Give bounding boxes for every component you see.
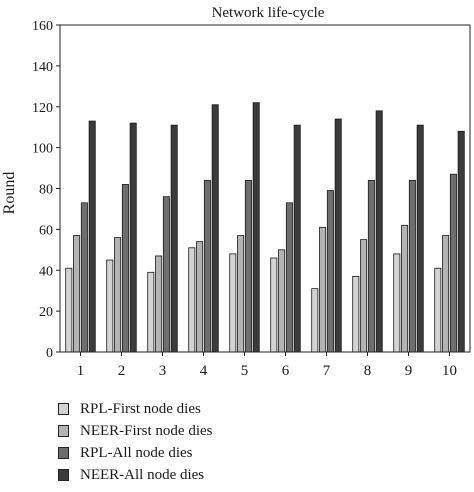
y-axis-label: Round [1,172,18,215]
x-tick-label: 4 [200,363,208,379]
legend-item: NEER-First node dies [58,420,213,442]
legend-swatch [58,447,69,459]
legend-swatch [58,403,69,415]
bar-2-8 [360,239,368,353]
y-tick-label: 80 [39,183,53,198]
bar-4-8 [375,110,383,353]
bar-1-1 [65,267,73,353]
legend-swatch [58,425,69,437]
bar-2-7 [319,226,327,353]
bar-3-6 [285,202,293,353]
y-tick-label: 60 [39,223,53,238]
bar-3-4 [203,179,211,353]
bar-3-2 [121,184,129,353]
bar-1-7 [311,288,319,353]
bar-2-9 [401,224,409,353]
legend-label: RPL-All node dies [80,444,193,461]
bar-4-4 [211,104,219,353]
bar-chart: Network life-cycle Round 020406080100120… [1,5,471,379]
y-tick-label: 160 [32,19,53,34]
bar-3-7 [326,190,334,353]
chart-title: Network life-cycle [212,5,325,21]
bar-3-8 [367,179,375,353]
bars [65,102,465,353]
bar-2-5 [237,235,245,353]
bar-1-3 [147,271,155,353]
bar-3-9 [408,179,416,353]
legend-item: RPL-First node dies [58,398,213,420]
legend-swatch [58,469,69,481]
axis-ticks: 0 20 40 60 80 100 120 140 160 1 2 3 4 5 6 7 8 9 10 [32,19,457,379]
plot-frame [59,24,471,353]
bar-1-6 [270,257,278,353]
bar-1-10 [434,267,442,353]
x-tick-label: 6 [282,363,290,379]
bar-2-6 [278,249,286,353]
bar-3-5 [244,179,252,353]
y-tick-label: 40 [39,264,53,279]
x-tick-label: 8 [364,363,372,379]
bar-4-5 [252,102,260,353]
bar-4-9 [416,124,424,353]
bar-2-3 [155,255,163,353]
bar-4-3 [170,124,178,353]
bar-1-5 [229,253,237,353]
y-tick-label: 140 [32,60,53,75]
bar-3-1 [80,202,88,353]
bar-3-10 [449,173,457,353]
bar-4-2 [129,122,137,353]
legend-label: RPL-First node dies [80,400,201,417]
y-tick-label: 20 [39,305,53,320]
x-tick-label: 9 [405,363,413,379]
bar-4-7 [334,118,342,353]
legend-item: RPL-All node dies [58,442,213,464]
y-tick-label: 120 [32,101,53,116]
x-tick-label: 3 [159,363,167,379]
bar-4-10 [457,130,465,353]
bar-1-9 [393,253,401,353]
y-tick-label: 0 [46,346,53,361]
legend: RPL-First node dies NEER-First node dies R… [58,398,213,486]
bar-2-10 [442,235,450,353]
x-tick-label: 2 [118,363,126,379]
x-tick-label: 1 [77,363,85,379]
bar-3-3 [162,196,170,353]
legend-item: NEER-All node dies [58,464,213,486]
bar-2-2 [114,237,122,353]
bar-2-1 [73,235,81,353]
bar-1-8 [352,275,360,353]
bar-1-4 [188,247,196,353]
x-tick-label: 7 [323,363,331,379]
bar-2-4 [196,241,204,353]
bar-4-6 [293,124,301,353]
x-tick-label: 10 [442,363,457,379]
legend-label: NEER-First node dies [80,422,213,439]
legend-label: NEER-All node dies [80,466,205,483]
bar-1-2 [106,259,114,353]
y-tick-label: 100 [32,142,53,157]
x-tick-label: 5 [241,363,249,379]
bar-4-1 [88,120,96,353]
